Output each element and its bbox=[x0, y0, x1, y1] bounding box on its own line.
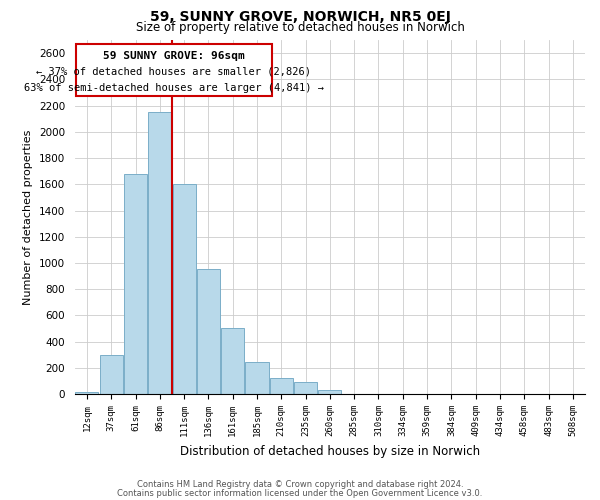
Bar bbox=[221, 328, 244, 394]
Text: 59, SUNNY GROVE, NORWICH, NR5 0EJ: 59, SUNNY GROVE, NORWICH, NR5 0EJ bbox=[149, 10, 451, 24]
Bar bbox=[124, 174, 147, 394]
Bar bbox=[173, 184, 196, 394]
Text: Size of property relative to detached houses in Norwich: Size of property relative to detached ho… bbox=[136, 21, 464, 34]
Y-axis label: Number of detached properties: Number of detached properties bbox=[23, 130, 33, 305]
Bar bbox=[270, 378, 293, 394]
Text: ← 37% of detached houses are smaller (2,826): ← 37% of detached houses are smaller (2,… bbox=[36, 67, 311, 77]
Bar bbox=[148, 112, 172, 394]
Bar bbox=[294, 382, 317, 394]
Bar bbox=[197, 269, 220, 394]
Bar bbox=[100, 356, 123, 394]
Bar bbox=[319, 390, 341, 394]
Bar bbox=[245, 362, 269, 394]
Text: Contains public sector information licensed under the Open Government Licence v3: Contains public sector information licen… bbox=[118, 488, 482, 498]
Bar bbox=[76, 392, 98, 394]
Text: 63% of semi-detached houses are larger (4,841) →: 63% of semi-detached houses are larger (… bbox=[24, 82, 324, 92]
Text: 59 SUNNY GROVE: 96sqm: 59 SUNNY GROVE: 96sqm bbox=[103, 51, 245, 61]
Bar bbox=[76, 44, 272, 96]
Text: Contains HM Land Registry data © Crown copyright and database right 2024.: Contains HM Land Registry data © Crown c… bbox=[137, 480, 463, 489]
X-axis label: Distribution of detached houses by size in Norwich: Distribution of detached houses by size … bbox=[180, 444, 480, 458]
